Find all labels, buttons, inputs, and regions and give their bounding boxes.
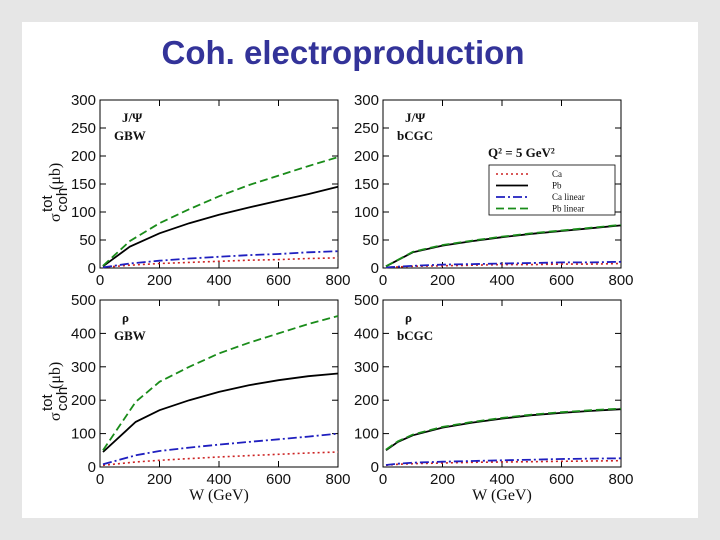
y-tick-label: 400 <box>354 325 379 342</box>
series-line-pb <box>102 185 339 268</box>
x-tick-label: 800 <box>608 272 633 289</box>
series-line-pb <box>102 372 339 453</box>
panel-label-model: bCGC <box>397 328 433 343</box>
panel-label-particle: J/Ψ <box>122 110 143 125</box>
x-tick-label: 200 <box>430 471 455 488</box>
y-tick-label: 250 <box>71 120 96 137</box>
x-tick-label: 400 <box>489 272 514 289</box>
y-tick-label: 0 <box>88 459 96 476</box>
series-line-ca-linear <box>385 260 622 269</box>
x-tick-label: 800 <box>608 471 633 488</box>
panel-label-particle: ρ <box>405 310 412 325</box>
y-tick-label: 0 <box>88 260 96 277</box>
x-axis-title: W (GeV) <box>472 487 532 504</box>
x-tick-label: 800 <box>325 272 350 289</box>
y-tick-label: 150 <box>354 176 379 193</box>
y-axis-sup: tot <box>39 393 56 411</box>
series-line-ca-linear <box>102 250 339 269</box>
y-axis-unit: (μb) <box>47 362 64 389</box>
y-tick-label: 50 <box>79 232 96 249</box>
y-tick-label: 400 <box>71 325 96 342</box>
legend-entry-ca: Ca <box>552 169 562 179</box>
x-tick-label: 600 <box>549 471 574 488</box>
legend-entry-pb: Pb <box>552 181 562 191</box>
x-tick-label: 600 <box>266 471 291 488</box>
y-axis-sub: coh <box>54 387 71 411</box>
y-tick-label: 50 <box>362 232 379 249</box>
y-tick-label: 200 <box>71 392 96 409</box>
y-tick-label: 250 <box>354 120 379 137</box>
x-tick-label: 600 <box>549 272 574 289</box>
y-axis-sub: coh <box>54 188 71 212</box>
y-tick-label: 100 <box>71 204 96 221</box>
panel-label-model: bCGC <box>397 128 433 143</box>
y-axis-sigma: σ <box>47 412 64 421</box>
series-line-pb-linear <box>385 407 622 451</box>
series-line-ca <box>102 257 339 269</box>
x-tick-label: 0 <box>96 471 104 488</box>
y-tick-label: 500 <box>354 292 379 309</box>
y-tick-label: 150 <box>71 176 96 193</box>
y-tick-label: 300 <box>354 92 379 109</box>
y-tick-label: 500 <box>71 292 96 309</box>
series-line-ca-linear <box>102 432 339 466</box>
panel-label-particle: ρ <box>122 310 129 325</box>
y-axis-sup: tot <box>39 194 56 212</box>
legend-q2: Q² = 5 GeV² <box>488 145 555 160</box>
y-tick-label: 200 <box>354 392 379 409</box>
y-axis-unit: (μb) <box>47 163 64 190</box>
x-tick-label: 0 <box>96 272 104 289</box>
legend-entry-ca-linear: Ca linear <box>552 192 585 202</box>
x-tick-label: 0 <box>379 471 387 488</box>
y-tick-label: 200 <box>354 148 379 165</box>
x-tick-label: 200 <box>430 272 455 289</box>
x-tick-label: 200 <box>147 272 172 289</box>
slide-background <box>22 22 698 518</box>
x-tick-label: 200 <box>147 471 172 488</box>
y-tick-label: 300 <box>71 359 96 376</box>
y-axis-sigma: σ <box>47 213 64 222</box>
legend-entry-pb-linear: Pb linear <box>552 204 584 214</box>
y-tick-label: 0 <box>371 260 379 277</box>
y-tick-label: 200 <box>71 148 96 165</box>
plot-frame-4 <box>382 299 622 468</box>
panel-label-model: GBW <box>114 328 146 343</box>
series-line-pb-linear <box>385 224 622 268</box>
x-tick-label: 400 <box>489 471 514 488</box>
x-tick-label: 400 <box>206 471 231 488</box>
y-tick-label: 0 <box>371 459 379 476</box>
y-tick-label: 100 <box>354 426 379 443</box>
plot-frame-1 <box>99 99 339 269</box>
x-tick-label: 600 <box>266 272 291 289</box>
series-line-ca <box>385 459 622 467</box>
y-tick-label: 100 <box>71 426 96 443</box>
y-tick-label: 300 <box>71 92 96 109</box>
panel-label-model: GBW <box>114 128 146 143</box>
slide-title: Coh. electroproduction <box>161 34 525 71</box>
x-tick-label: 400 <box>206 272 231 289</box>
x-axis-title: W (GeV) <box>189 487 249 504</box>
series-line-pb-linear <box>102 156 339 267</box>
series-line-ca-linear <box>385 457 622 466</box>
series-line-pb <box>385 224 622 268</box>
series-line-ca <box>102 451 339 467</box>
x-tick-label: 800 <box>325 471 350 488</box>
legend-box <box>488 164 616 216</box>
panel-label-particle: J/Ψ <box>405 110 426 125</box>
y-tick-label: 100 <box>354 204 379 221</box>
series-line-pb <box>385 408 622 452</box>
x-tick-label: 0 <box>379 272 387 289</box>
y-tick-label: 300 <box>354 359 379 376</box>
